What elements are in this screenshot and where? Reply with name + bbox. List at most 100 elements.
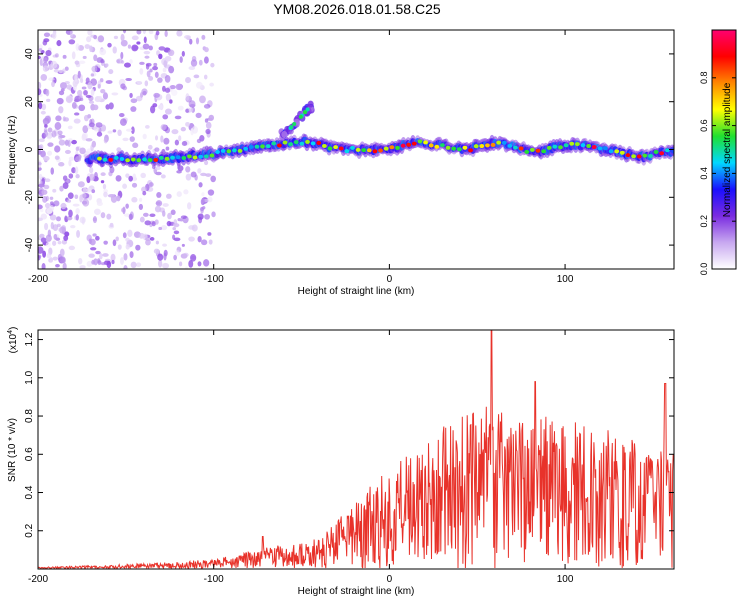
spectrogram-noise bbox=[197, 261, 202, 267]
spectrogram-noise bbox=[148, 182, 154, 187]
spectrogram-noise bbox=[143, 50, 151, 55]
spectrogram-noise bbox=[62, 182, 69, 190]
spectrogram-noise bbox=[60, 202, 67, 210]
spectrogram-noise bbox=[69, 30, 74, 38]
spectrogram-noise bbox=[125, 237, 130, 242]
spectrogram-noise bbox=[45, 89, 50, 97]
colorbar-tick-label: 0.8 bbox=[699, 72, 709, 85]
snr-x-tick-label: -100 bbox=[204, 574, 224, 585]
spectrogram-noise bbox=[162, 114, 169, 120]
spectrogram-noise bbox=[63, 235, 69, 241]
spectrogram-peak bbox=[619, 150, 625, 155]
spectrogram-noise bbox=[43, 32, 51, 37]
spectrogram-peak bbox=[192, 155, 198, 160]
spectrogram-noise bbox=[129, 92, 133, 99]
spectrogram-noise bbox=[97, 83, 101, 89]
spectrogram-peak bbox=[113, 155, 119, 160]
spectrogram-noise bbox=[90, 144, 94, 152]
spectrogram-noise bbox=[68, 39, 76, 45]
spectrogram-noise bbox=[54, 155, 60, 160]
spectrogram-noise bbox=[75, 156, 82, 162]
spectrogram-noise bbox=[91, 65, 98, 73]
spectrogram-noise bbox=[184, 266, 189, 269]
spectrogram-noise bbox=[124, 213, 131, 217]
spectrogram-peak bbox=[248, 144, 254, 149]
spectrogram-peak bbox=[485, 143, 490, 148]
spectrogram-peak bbox=[389, 145, 395, 150]
spectrogram-noise bbox=[179, 56, 183, 63]
spectrogram-noise bbox=[190, 59, 198, 67]
spectrogram-noise bbox=[100, 212, 106, 219]
spectrogram-peak bbox=[664, 148, 670, 153]
spectrogram-peak bbox=[265, 144, 271, 149]
spectrogram-noise bbox=[77, 70, 81, 79]
spectrogram-noise bbox=[110, 253, 116, 262]
spectrogram-noise bbox=[144, 80, 149, 87]
spectrogram-noise bbox=[92, 104, 99, 111]
spectrogram-noise bbox=[68, 209, 73, 218]
spectrogram-noise bbox=[208, 239, 213, 245]
spectrogram-noise bbox=[162, 67, 167, 73]
spectrogram-noise bbox=[149, 68, 153, 73]
spectrogram-noise bbox=[102, 92, 109, 100]
spectrogram-noise bbox=[41, 189, 48, 195]
spectrogram-noise bbox=[81, 86, 87, 90]
spectrogram-noise bbox=[125, 203, 129, 209]
spectrogram-peak bbox=[440, 143, 445, 148]
spectrogram-noise bbox=[88, 253, 95, 258]
spectrogram-noise bbox=[62, 68, 66, 74]
spectrogram-noise bbox=[179, 218, 184, 222]
spectrogram-peak bbox=[524, 149, 530, 154]
spectrogram-noise bbox=[92, 216, 98, 224]
spectrogram-noise bbox=[52, 188, 57, 193]
spectrogram-peak bbox=[507, 143, 513, 148]
spectrogram-noise bbox=[48, 205, 55, 212]
spectrogram-noise bbox=[204, 213, 210, 220]
spectrogram-peak bbox=[614, 149, 620, 154]
spectrogram-peak bbox=[158, 155, 164, 160]
spectrogram-noise bbox=[78, 257, 83, 265]
spectrogram-noise bbox=[62, 262, 67, 269]
spectrogram-noise bbox=[72, 203, 80, 207]
spectrogram-peak bbox=[603, 146, 608, 151]
spectrogram-noise bbox=[97, 260, 102, 265]
spectrogram-noise bbox=[188, 107, 194, 113]
spectrogram-noise bbox=[203, 104, 211, 109]
spectrogram-noise bbox=[106, 260, 112, 269]
spectrogram-peak bbox=[608, 149, 614, 154]
spectrogram-noise bbox=[183, 189, 189, 195]
spectrogram-peak bbox=[220, 148, 226, 153]
spectrogram-noise bbox=[71, 167, 76, 174]
spectrogram-branch-peak bbox=[292, 122, 297, 127]
spectrogram-noise bbox=[201, 192, 205, 197]
spectrogram-noise bbox=[81, 133, 87, 141]
spectrogram-peak bbox=[569, 141, 575, 146]
spectrogram-x-tick-label: -100 bbox=[204, 274, 224, 285]
spectrogram-noise bbox=[73, 112, 80, 116]
spectrogram-peak bbox=[209, 153, 215, 158]
spectrogram-noise bbox=[150, 105, 156, 114]
spectrogram-noise bbox=[79, 216, 86, 224]
snr-x-label: Height of straight line (km) bbox=[298, 586, 415, 597]
spectrogram-noise bbox=[105, 80, 113, 84]
spectrogram-noise bbox=[184, 35, 191, 40]
spectrogram-noise bbox=[127, 44, 132, 49]
spectrogram-peak bbox=[586, 143, 592, 148]
spectrogram-noise bbox=[155, 30, 160, 36]
spectrogram-peak bbox=[102, 157, 108, 162]
spectrogram-peak bbox=[383, 146, 389, 151]
spectrogram-noise bbox=[203, 56, 209, 64]
spectrogram-noise bbox=[176, 30, 183, 37]
spectrogram-peak bbox=[580, 143, 586, 148]
spectrogram-y-label: Frequency (Hz) bbox=[7, 116, 18, 185]
spectrogram-noise bbox=[85, 94, 92, 98]
spectrogram-noise bbox=[211, 211, 216, 218]
spectrogram-noise bbox=[187, 202, 192, 210]
snr-scale-label: (x104) bbox=[7, 327, 19, 354]
spectrogram-noise bbox=[109, 166, 115, 174]
spectrogram-noise bbox=[53, 200, 60, 207]
spectrogram-noise bbox=[59, 226, 66, 234]
spectrogram-noise bbox=[107, 130, 113, 134]
spectrogram-noise bbox=[195, 112, 202, 119]
spectrogram-noise bbox=[74, 194, 79, 199]
